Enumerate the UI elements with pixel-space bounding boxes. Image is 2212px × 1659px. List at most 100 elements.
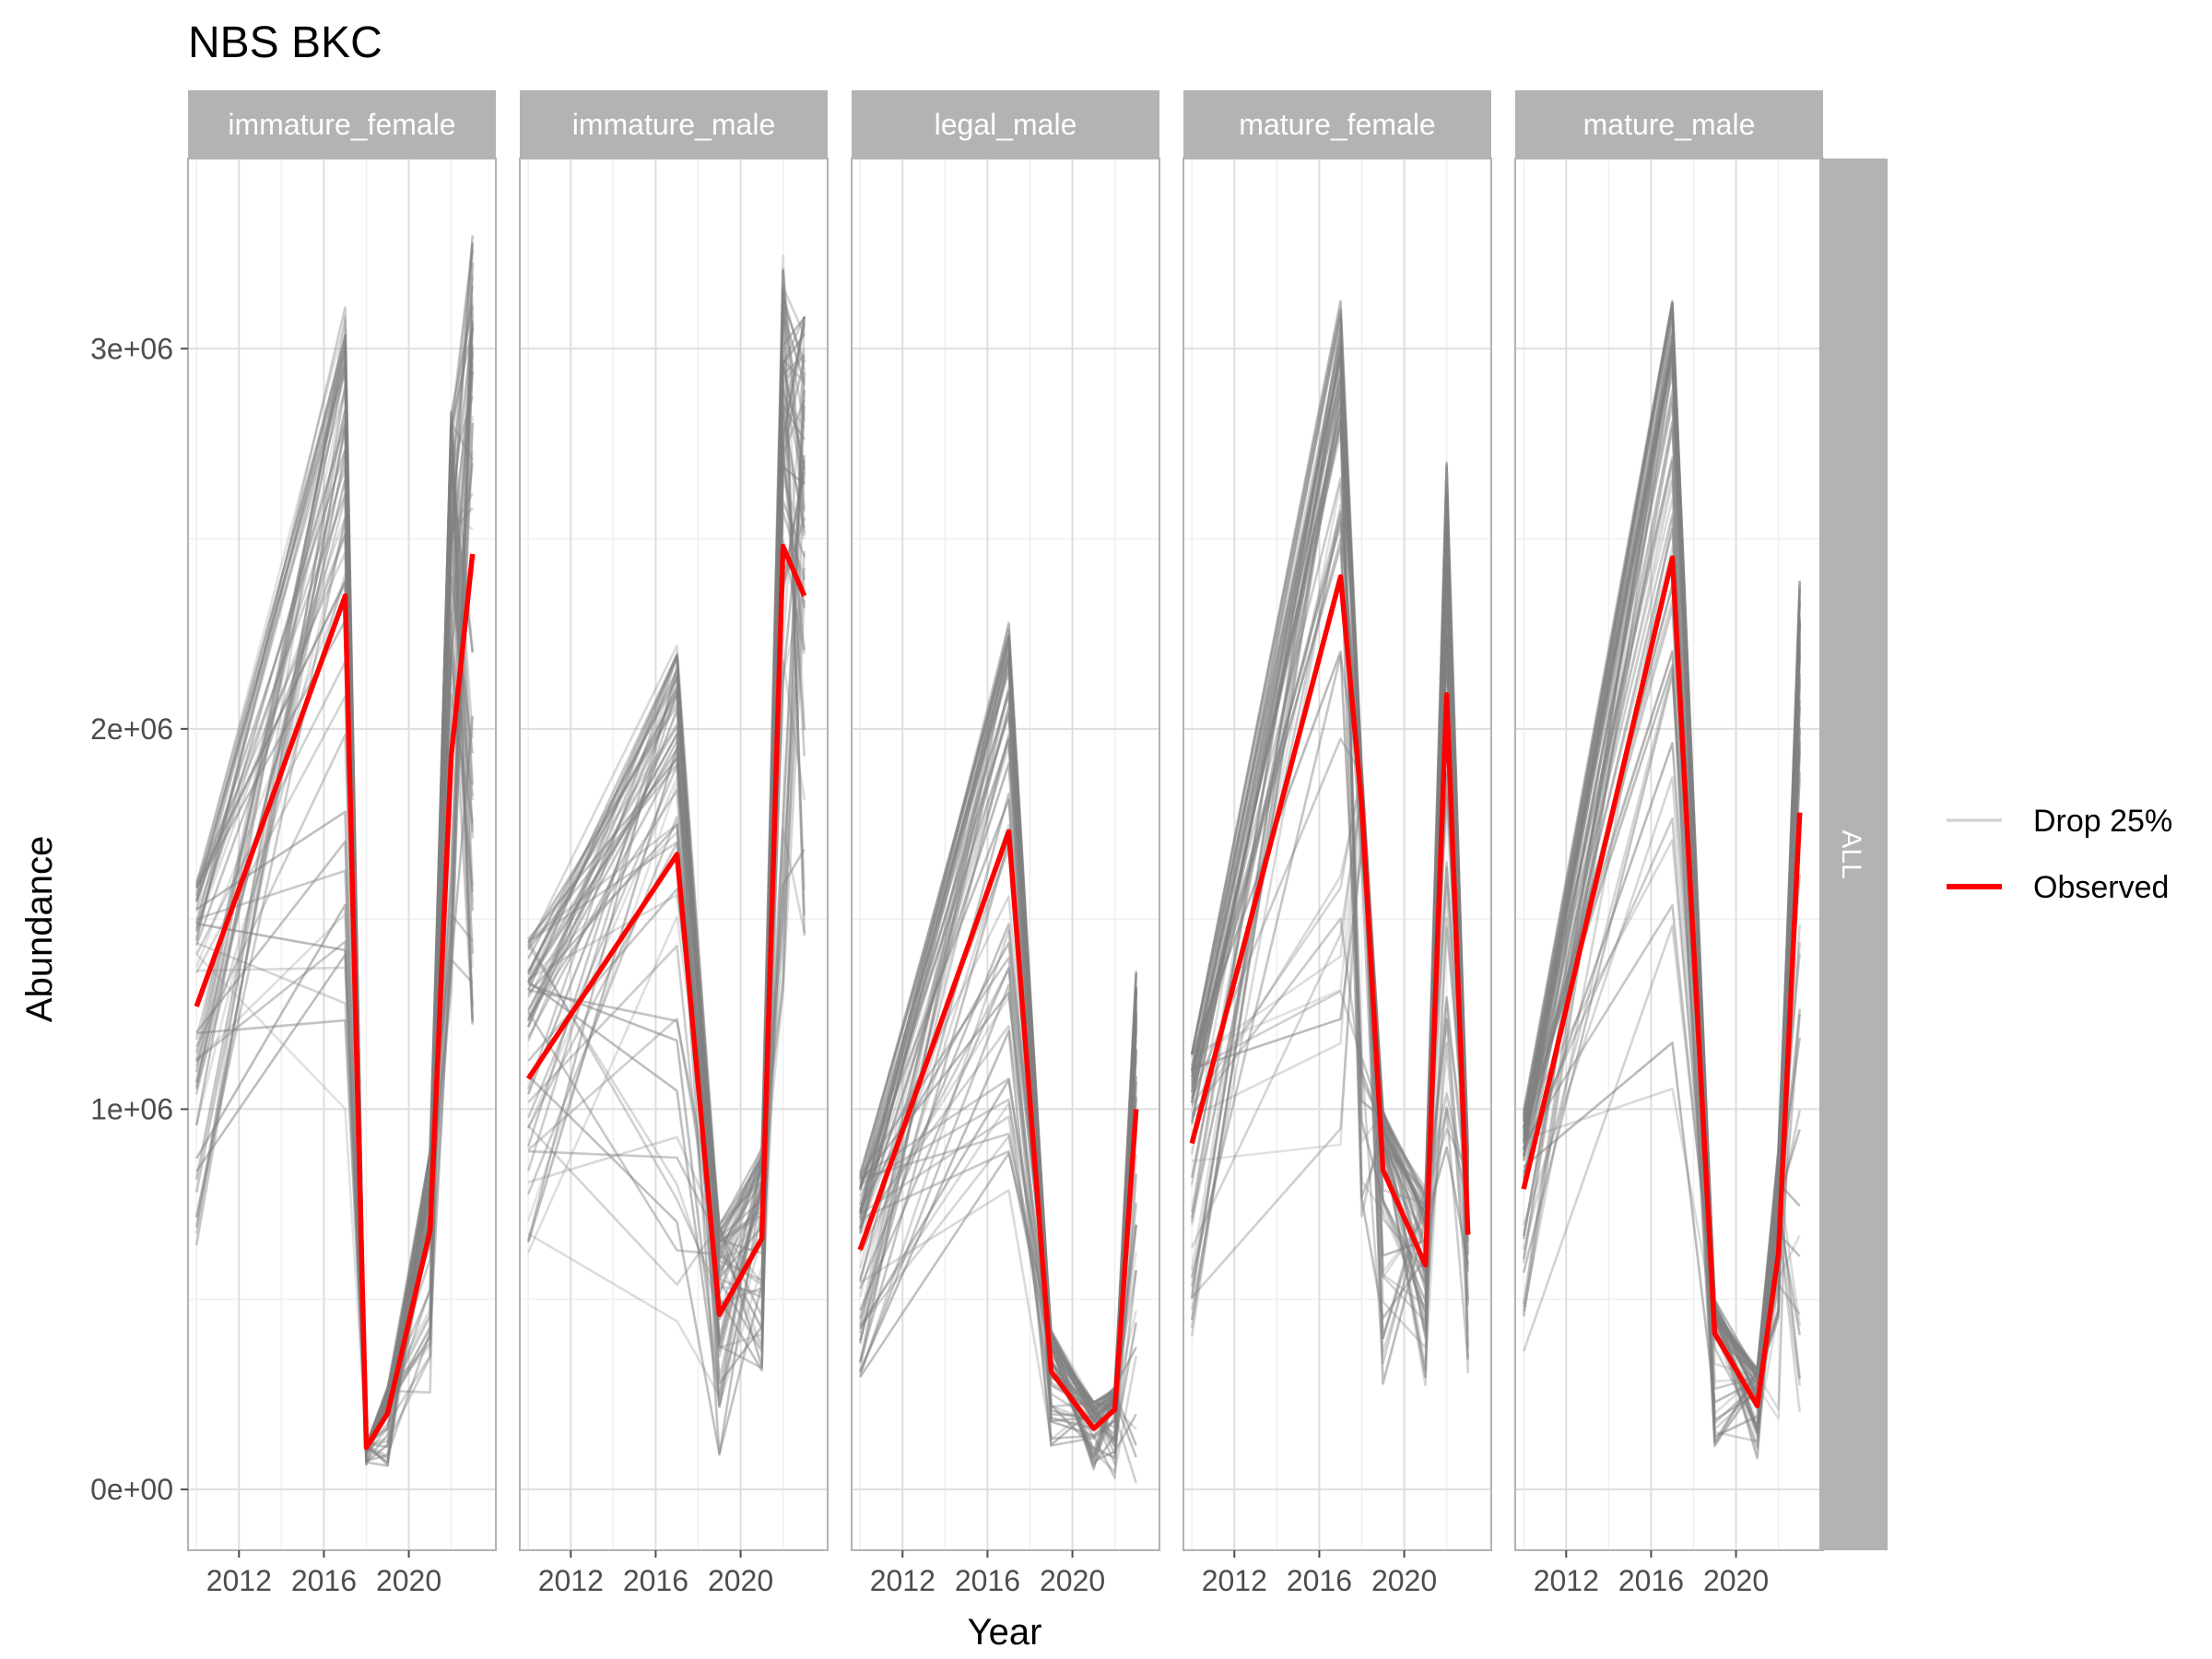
drop-25-line: [1190, 407, 1469, 1302]
panel-border: [1182, 158, 1492, 1551]
facet-strip-label: mature_male: [1583, 108, 1756, 141]
y-axis-title: Abundance: [19, 836, 60, 1022]
x-tick-label: 2012: [1534, 1564, 1599, 1597]
drop-25-line: [527, 393, 806, 1273]
drop-25-line: [858, 712, 1137, 1406]
drop-25-line: [526, 268, 806, 1353]
drop-25-line: [1522, 479, 1801, 1448]
observed-line: [194, 553, 476, 1451]
panel-border: [851, 158, 1160, 1551]
chart-title: NBS BKC: [188, 18, 382, 67]
drop-25-line: [1522, 706, 1801, 1394]
drop-25-line: [1522, 350, 1801, 1411]
drop-25-line: [1190, 512, 1469, 1273]
facet-panel-mature_male: mature_male 2012 2016 2020: [1514, 90, 1824, 1597]
drop-25-line: [527, 371, 806, 1262]
facet-strip-label: immature_female: [228, 108, 455, 141]
drop-25-line: [527, 361, 806, 1358]
drop-25-line: [526, 362, 806, 1276]
legend: Drop 25% Observed: [1947, 804, 2172, 905]
drop-25-line: [1522, 517, 1801, 1450]
drop-25-line: [1522, 651, 1801, 1376]
x-tick-label: 2012: [870, 1564, 935, 1597]
facet-strip-background: [1183, 90, 1491, 159]
facet-strip-background: [1515, 90, 1823, 159]
drop-25-line: [527, 316, 806, 1287]
drop-25-series-group: [194, 235, 474, 1467]
drop-25-line: [527, 315, 806, 1313]
x-tick-label: 2020: [1371, 1564, 1437, 1597]
drop-25-line: [527, 324, 806, 1294]
observed-line: [1521, 555, 1803, 1408]
drop-25-line: [195, 371, 474, 1463]
drop-25-line: [527, 347, 806, 1347]
drop-25-line: [527, 584, 806, 1406]
drop-25-line: [527, 441, 806, 1259]
drop-25-line: [526, 270, 806, 1348]
strip-right-background: [1819, 159, 1888, 1550]
drop-25-line: [859, 1189, 1137, 1441]
drop-25-line: [1190, 523, 1469, 1320]
facet-panel-immature_male: immature_male 2012 2016 2020: [519, 90, 829, 1597]
drop-25-line: [1522, 472, 1801, 1444]
drop-25-line: [1190, 325, 1469, 1324]
strip-right-label: ALL: [1836, 830, 1866, 878]
drop-25-line: [194, 319, 474, 1448]
drop-25-line: [194, 420, 474, 1464]
panel-border: [187, 158, 497, 1551]
y-tick-label: 0e+00: [90, 1473, 173, 1506]
drop-25-line: [526, 316, 806, 1368]
x-tick-label: 2012: [538, 1564, 604, 1597]
drop-25-line: [1522, 341, 1801, 1371]
x-tick-label: 2020: [1040, 1564, 1105, 1597]
facet-strip-label: legal_male: [935, 108, 1077, 141]
drop-25-line: [1190, 537, 1469, 1274]
drop-25-series-group: [526, 253, 806, 1456]
panel-border: [519, 158, 829, 1551]
drop-25-line: [194, 388, 474, 1455]
x-axis-title: Year: [968, 1612, 1042, 1653]
observed-line: [1189, 574, 1471, 1268]
drop-25-line: [1522, 674, 1801, 1402]
drop-25-line: [526, 568, 806, 1296]
drop-25-line: [1190, 357, 1469, 1282]
x-tick-label: 2020: [1703, 1564, 1769, 1597]
drop-25-line: [194, 347, 474, 1449]
drop-25-line: [526, 511, 806, 1281]
x-tick-label: 2016: [1618, 1564, 1684, 1597]
drop-25-line: [194, 235, 474, 1467]
facet-strip-background: [852, 90, 1159, 159]
drop-25-line: [527, 309, 806, 1287]
drop-25-line: [526, 500, 806, 1340]
drop-25-line: [527, 286, 806, 1261]
drop-25-series-group: [1522, 299, 1801, 1460]
drop-25-line: [527, 316, 806, 1285]
facet-strip-label: immature_male: [572, 108, 776, 141]
drop-25-line: [527, 655, 806, 1349]
x-tick-label: 2016: [623, 1564, 688, 1597]
drop-25-line: [527, 460, 806, 1244]
drop-25-line: [527, 315, 806, 1226]
facet-strip-right: ALL: [1819, 159, 1888, 1550]
drop-25-line: [527, 359, 806, 1254]
facet-panel-immature_female: immature_female 2012 2016 2020: [187, 90, 497, 1597]
drop-25-line: [195, 507, 474, 1446]
facet-strip-background: [188, 90, 496, 159]
facet-panel-legal_male: legal_male 2012 2016 2020: [851, 90, 1160, 1597]
drop-25-line: [1190, 352, 1469, 1247]
drop-25-line: [1522, 394, 1801, 1370]
drop-25-line: [1190, 463, 1469, 1307]
y-tick-label: 2e+06: [90, 712, 173, 746]
drop-25-line: [527, 288, 806, 1239]
drop-25-line: [527, 385, 806, 1251]
drop-25-line: [527, 288, 806, 1296]
drop-25-line: [527, 389, 806, 1455]
drop-25-line: [527, 644, 806, 1240]
x-tick-label: 2020: [376, 1564, 441, 1597]
drop-25-line: [526, 465, 806, 1250]
drop-25-line: [858, 621, 1137, 1416]
x-tick-label: 2016: [955, 1564, 1020, 1597]
facet-panel-mature_female: mature_female 2012 2016 2020: [1182, 90, 1492, 1597]
drop-25-line: [527, 467, 806, 1408]
